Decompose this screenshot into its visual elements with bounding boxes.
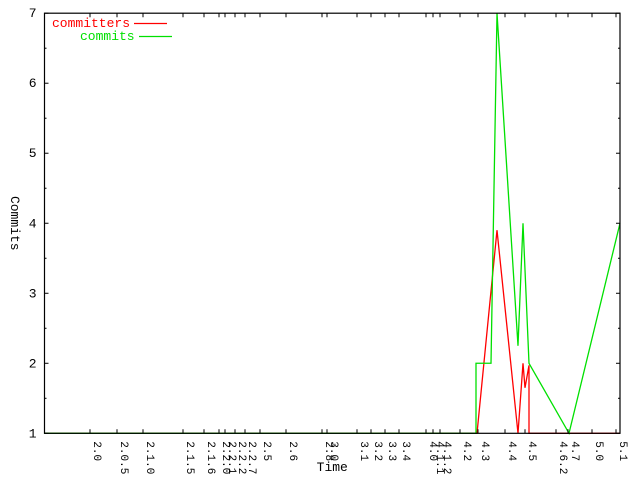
svg-text:2.0.5: 2.0.5 (117, 441, 129, 474)
svg-text:7: 7 (29, 6, 37, 21)
svg-text:3.0: 3.0 (327, 441, 339, 461)
svg-text:4.1.2: 4.1.2 (440, 441, 452, 474)
svg-text:2.5: 2.5 (260, 441, 272, 461)
svg-text:3.3: 3.3 (385, 441, 397, 461)
svg-text:4.3: 4.3 (478, 441, 490, 461)
svg-text:3.4: 3.4 (399, 441, 411, 461)
svg-text:Time: Time (317, 460, 348, 475)
svg-text:2.1.6: 2.1.6 (204, 441, 216, 474)
svg-text:3: 3 (29, 286, 37, 301)
svg-text:Commits: Commits (7, 196, 22, 251)
svg-text:2: 2 (29, 356, 37, 371)
svg-text:6: 6 (29, 76, 37, 91)
svg-text:4.5: 4.5 (525, 441, 537, 461)
svg-text:5.0: 5.0 (592, 441, 604, 461)
svg-text:4.7: 4.7 (568, 441, 580, 461)
svg-text:4: 4 (29, 216, 37, 231)
svg-text:5.1: 5.1 (616, 441, 628, 461)
svg-text:2.0: 2.0 (90, 441, 102, 461)
svg-text:1: 1 (29, 426, 37, 441)
svg-text:2.2.7: 2.2.7 (245, 441, 257, 474)
svg-text:4.4: 4.4 (505, 441, 517, 461)
svg-text:2.1.5: 2.1.5 (183, 441, 195, 474)
svg-text:2.6: 2.6 (286, 441, 298, 461)
svg-text:3.1: 3.1 (357, 441, 369, 461)
svg-text:commits: commits (80, 29, 135, 44)
svg-text:4.2: 4.2 (460, 441, 472, 461)
svg-text:3.2: 3.2 (371, 441, 383, 461)
svg-text:4.6.2: 4.6.2 (556, 441, 568, 474)
svg-text:5: 5 (29, 146, 37, 161)
svg-text:2.1.0: 2.1.0 (143, 441, 155, 474)
